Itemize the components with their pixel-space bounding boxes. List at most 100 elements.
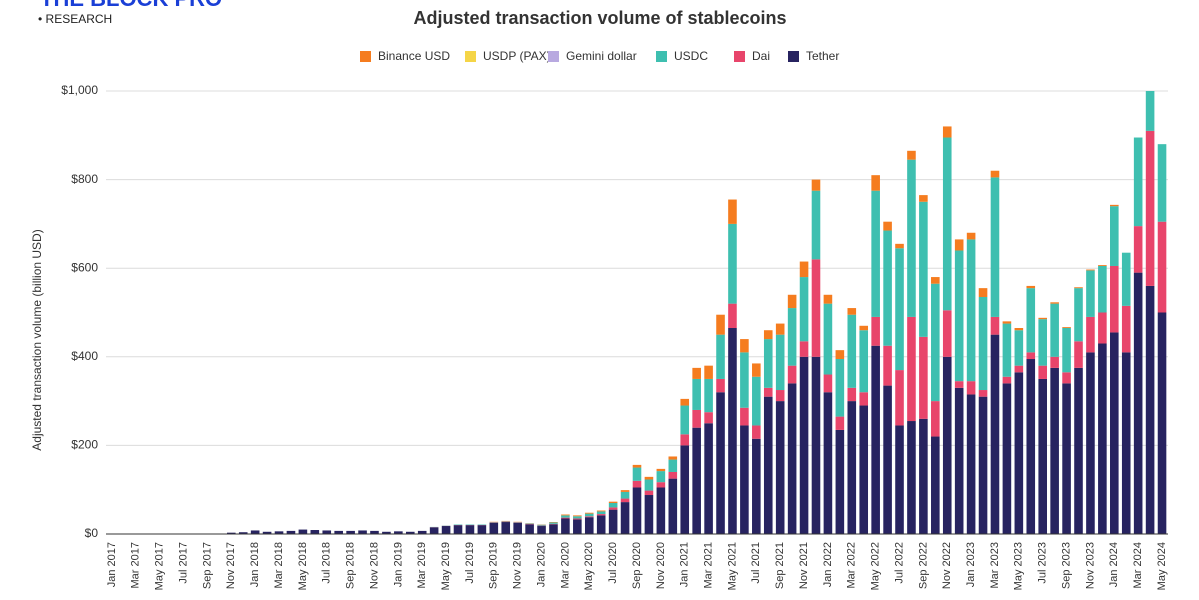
bar-segment bbox=[573, 518, 582, 520]
bar-segment bbox=[1002, 323, 1012, 377]
bar-segment bbox=[954, 381, 964, 388]
legend-swatch bbox=[734, 51, 745, 62]
bar-segment bbox=[907, 316, 916, 422]
bar-segment bbox=[620, 502, 630, 534]
bar-segment bbox=[919, 195, 928, 202]
legend-label: USDC bbox=[674, 49, 708, 63]
bar-segment bbox=[847, 401, 857, 534]
bar-segment bbox=[668, 478, 678, 534]
bar-segment bbox=[835, 429, 845, 534]
bar-segment bbox=[1002, 376, 1012, 384]
bar-segment bbox=[573, 515, 582, 517]
bar-segment bbox=[978, 390, 988, 397]
bar-segment bbox=[931, 401, 940, 437]
bar-segment bbox=[1062, 383, 1071, 534]
bar-segment bbox=[752, 438, 761, 534]
bar-segment bbox=[823, 303, 833, 375]
bar-segment bbox=[644, 476, 654, 480]
x-tick-label: Jan 2018 bbox=[249, 542, 261, 587]
bar-segment bbox=[322, 530, 332, 534]
bar-segment bbox=[1110, 206, 1119, 266]
bar-segment bbox=[1062, 328, 1071, 373]
bar-segment bbox=[859, 325, 869, 331]
bar-segment bbox=[1014, 330, 1024, 366]
bar-segment bbox=[990, 316, 1000, 335]
bar-segment bbox=[632, 467, 642, 481]
bar-segment bbox=[859, 405, 869, 534]
bar-segment bbox=[1133, 272, 1143, 534]
bar-segment bbox=[919, 201, 928, 337]
bar-segment bbox=[847, 308, 857, 315]
legend-label: Tether bbox=[806, 49, 839, 63]
bar-segment bbox=[1145, 130, 1155, 286]
bar-segment bbox=[871, 190, 880, 317]
bar-segment bbox=[990, 170, 1000, 178]
bar-segment bbox=[752, 425, 761, 439]
bar-segment bbox=[978, 296, 988, 391]
bar-segment bbox=[620, 490, 630, 492]
x-tick-label: Nov 2023 bbox=[1084, 542, 1096, 589]
x-tick-label: Sep 2023 bbox=[1060, 542, 1072, 589]
bar-segment bbox=[1098, 312, 1107, 344]
bar-segment bbox=[561, 517, 570, 519]
bar-segment bbox=[692, 427, 701, 534]
bar-segment bbox=[1026, 285, 1036, 289]
bar-segment bbox=[1002, 321, 1012, 324]
bar-segment bbox=[1086, 269, 1095, 271]
bar-segment bbox=[405, 531, 415, 534]
bar-segment bbox=[799, 261, 809, 278]
bar-segment bbox=[728, 303, 737, 329]
bar-segment bbox=[775, 401, 785, 534]
x-tick-label: May 2023 bbox=[1013, 542, 1025, 590]
bar-segment bbox=[1098, 265, 1107, 313]
bar-segment bbox=[286, 530, 296, 534]
bar-segment bbox=[859, 392, 869, 406]
bar-segment bbox=[883, 345, 892, 386]
bar-segment bbox=[1110, 332, 1119, 534]
bar-segment bbox=[561, 514, 570, 516]
bar-segment bbox=[608, 501, 618, 503]
bar-segment bbox=[895, 425, 904, 534]
bar-segment bbox=[871, 316, 880, 346]
bar-segment bbox=[1157, 221, 1167, 313]
bar-segment bbox=[382, 531, 391, 534]
bar-segment bbox=[1086, 316, 1095, 353]
bar-segment bbox=[823, 294, 833, 304]
x-tick-label: Jul 2018 bbox=[321, 542, 333, 584]
bar-segment bbox=[1074, 287, 1083, 289]
bar-segment bbox=[573, 519, 582, 534]
bar-segment bbox=[262, 531, 272, 534]
bar-segment bbox=[1026, 359, 1036, 534]
x-tick-label: Mar 2020 bbox=[559, 542, 571, 588]
bar-segment bbox=[871, 175, 880, 191]
bar-segment bbox=[1050, 367, 1059, 534]
bar-segment bbox=[1157, 144, 1167, 222]
bar-segment bbox=[441, 526, 451, 534]
bar-segment bbox=[978, 288, 988, 297]
bar-segment bbox=[775, 334, 785, 391]
bar-segment bbox=[919, 336, 928, 419]
y-tick-label: $1,000 bbox=[61, 83, 98, 97]
bar-segment bbox=[1038, 317, 1048, 320]
y-tick-label: $800 bbox=[71, 172, 98, 186]
x-tick-label: Jan 2022 bbox=[822, 542, 834, 587]
x-tick-label: Mar 2017 bbox=[130, 542, 142, 588]
bar-segment bbox=[859, 330, 869, 393]
bar-segment bbox=[811, 356, 821, 534]
bar-segment bbox=[787, 383, 797, 534]
bar-segment bbox=[954, 387, 964, 534]
bar-segment bbox=[763, 387, 773, 397]
x-tick-label: May 2022 bbox=[870, 542, 882, 590]
x-tick-label: Jul 2022 bbox=[893, 542, 905, 584]
x-tick-label: Sep 2018 bbox=[345, 542, 357, 589]
bar-segment bbox=[787, 294, 797, 309]
x-tick-label: Nov 2022 bbox=[941, 542, 953, 589]
legend-label: Dai bbox=[752, 49, 770, 63]
bar-segment bbox=[525, 524, 534, 534]
bar-segment bbox=[931, 277, 940, 284]
bar-segment bbox=[1014, 372, 1024, 534]
bar-segment bbox=[740, 339, 749, 353]
bar-segment bbox=[632, 487, 642, 534]
